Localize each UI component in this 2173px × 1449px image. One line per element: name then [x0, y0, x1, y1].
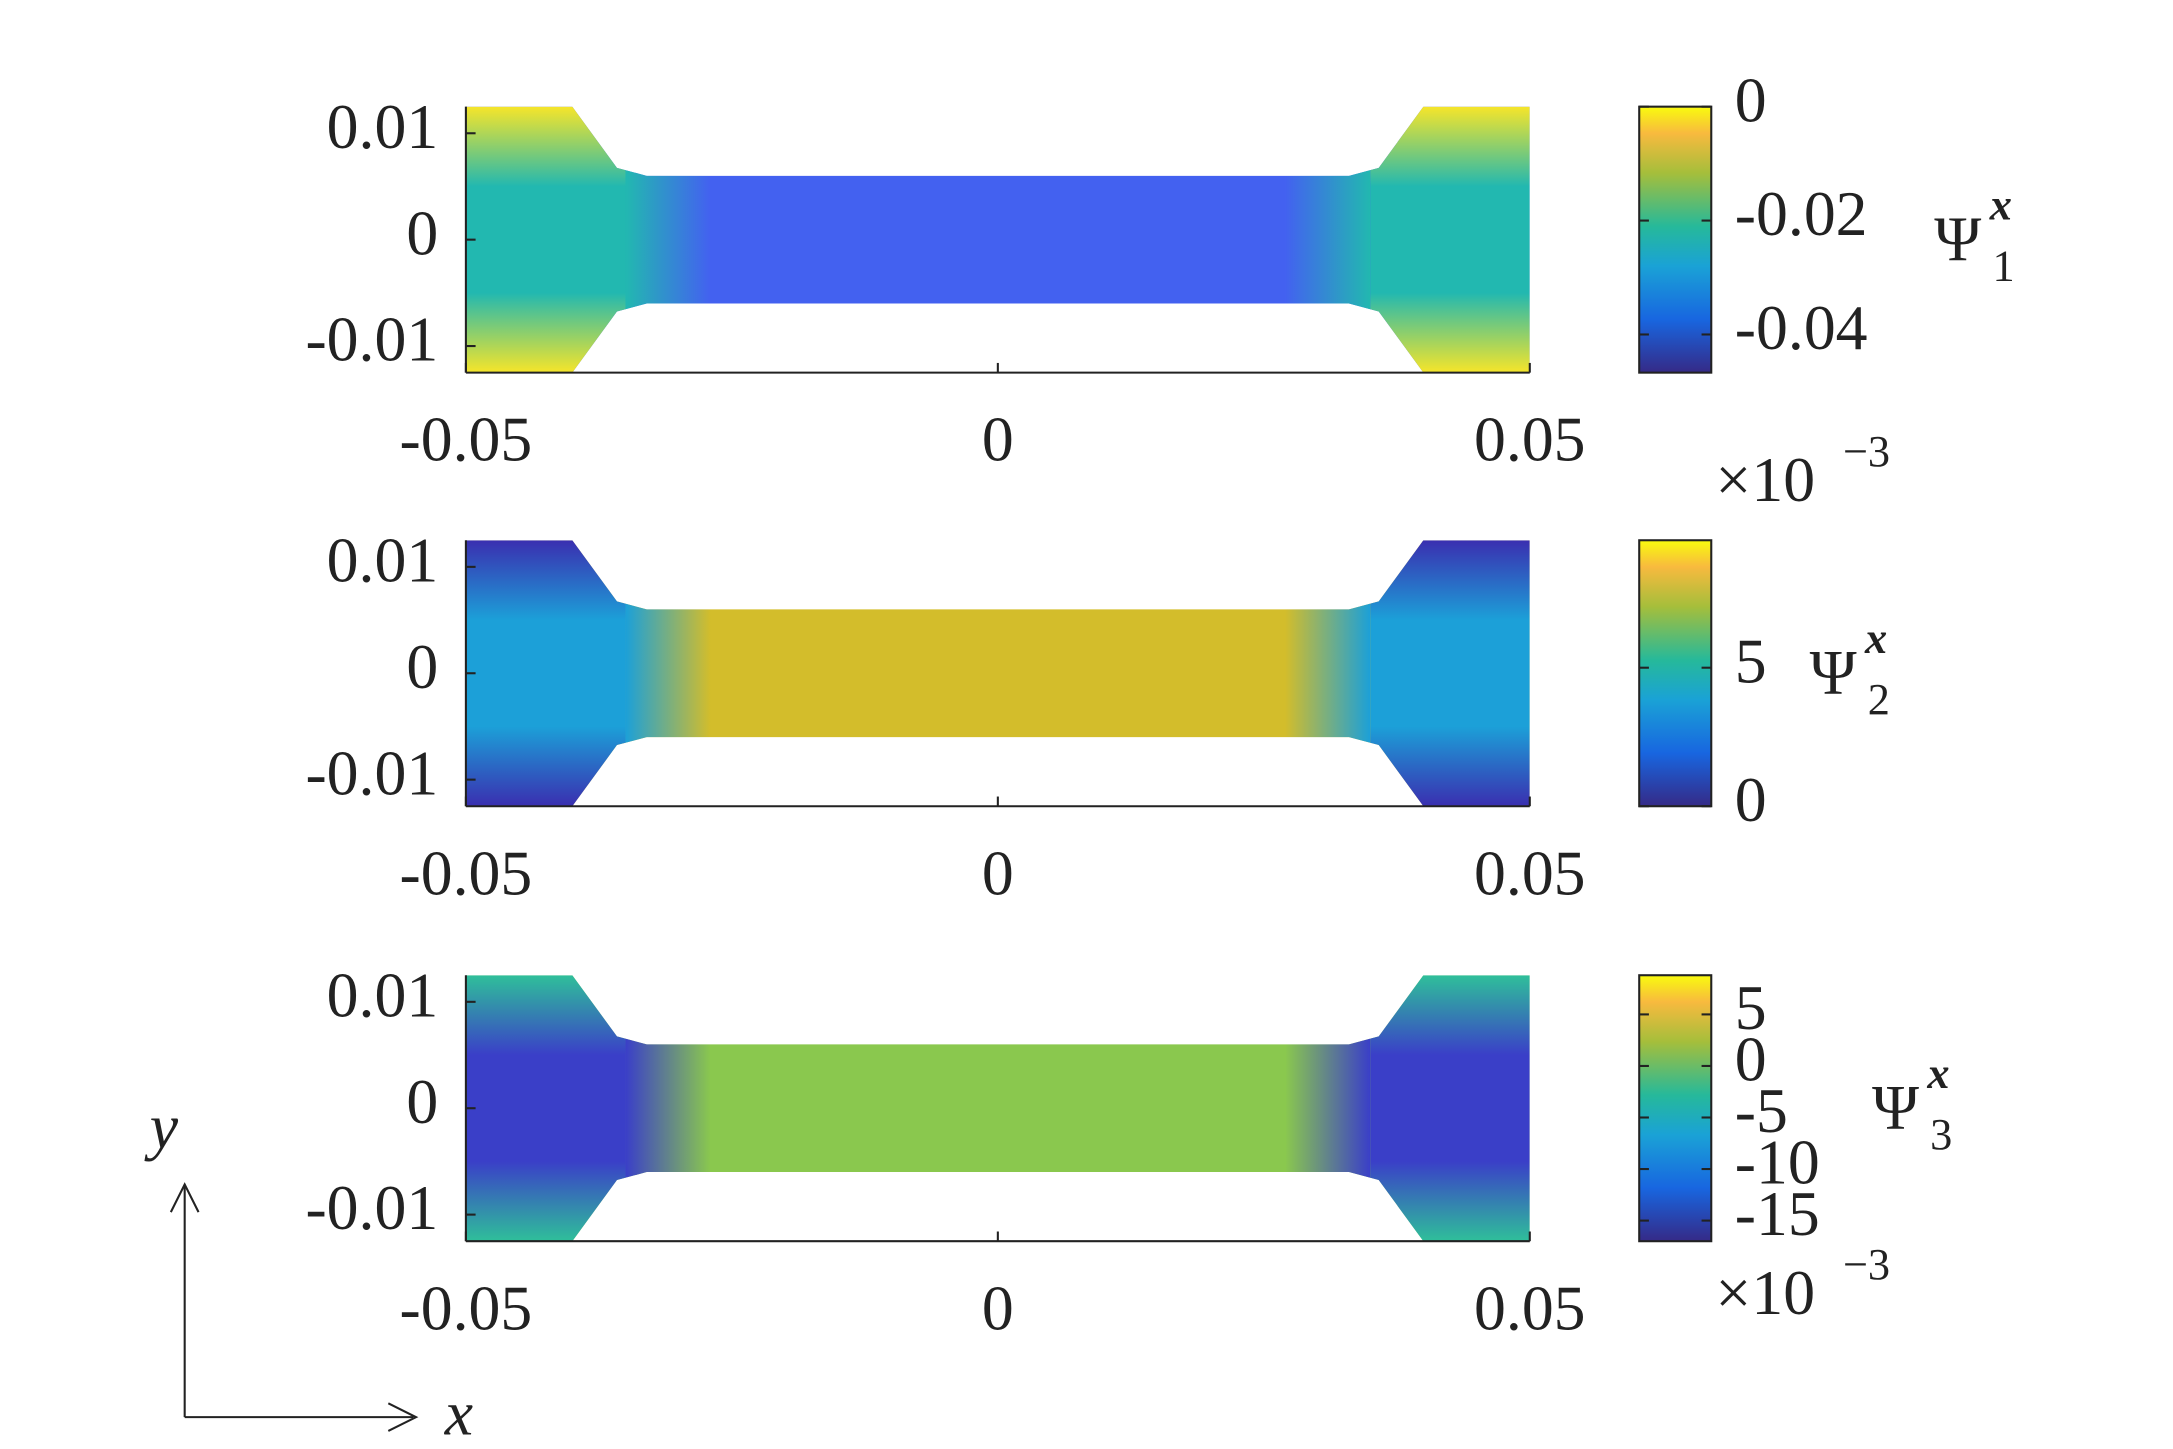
- x-tick-label: -0.05: [400, 1272, 533, 1343]
- colorbar-tick-label: -15: [1735, 1178, 1820, 1249]
- field-surface: [465, 106, 1530, 373]
- x-tick-label: 0: [982, 404, 1014, 475]
- colorbar-multiplier-exponent: −3: [1843, 1240, 1890, 1289]
- field-panel: -0.05 0 0.05 -0.01 0 0.01 0 5 Ψ 2 x ×10 −3: [305, 427, 1890, 908]
- colorbar: [1638, 539, 1713, 808]
- colorbar-multiplier: ×10: [1715, 444, 1815, 515]
- colorbar: [1638, 105, 1713, 374]
- colorbar-tick-label: 0: [1735, 1024, 1767, 1095]
- field-panel: -0.05 0 0.05 -0.01 0 0.01 -0.04 -0.02 0 Ψ 1 x: [305, 64, 2014, 474]
- colorbar-tick-label: -0.04: [1735, 292, 1868, 363]
- colorbar-tick-label: 5: [1735, 625, 1767, 696]
- colorbar-label-symbol: Ψ: [1810, 636, 1857, 707]
- x-tick-label: -0.05: [400, 404, 533, 475]
- y-arrow-label: y: [144, 1091, 179, 1162]
- colorbar-label-subscript: 2: [1868, 675, 1890, 724]
- y-tick-label: 0.01: [327, 91, 439, 162]
- colorbar-label-subscript: 1: [1992, 241, 2014, 290]
- y-tick-label: 0: [406, 197, 438, 268]
- y-tick-label: -0.01: [305, 304, 438, 375]
- colorbar-label-symbol: Ψ: [1872, 1071, 1919, 1142]
- colorbar-multiplier-exponent: −3: [1843, 427, 1890, 476]
- x-arrow-label: x: [444, 1378, 473, 1449]
- x-tick-label: -0.05: [400, 837, 533, 908]
- y-tick-label: 0: [406, 631, 438, 702]
- x-tick-label: 0: [982, 1272, 1014, 1343]
- colorbar-tick-label: 5: [1735, 972, 1767, 1043]
- colorbar-tick-label: -10: [1735, 1127, 1820, 1198]
- colorbar-multiplier: ×10: [1715, 1257, 1815, 1328]
- colorbar-tick-label: 0: [1735, 764, 1767, 835]
- field-surface: [465, 975, 1530, 1242]
- colorbar-label-superscript: x: [1989, 180, 2012, 229]
- y-tick-label: 0.01: [327, 959, 439, 1030]
- colorbar-label-symbol: Ψ: [1934, 203, 1981, 274]
- coordinate-arrows: y x: [144, 1091, 473, 1449]
- colorbar-label-subscript: 3: [1930, 1110, 1952, 1159]
- colorbar-tick-label: -5: [1735, 1075, 1788, 1146]
- y-tick-label: 0: [406, 1066, 438, 1137]
- colorbar-label-superscript: x: [1926, 1049, 1949, 1098]
- x-tick-label: 0.05: [1474, 404, 1586, 475]
- x-tick-label: 0.05: [1474, 1272, 1586, 1343]
- y-tick-label: -0.01: [305, 737, 438, 808]
- colorbar-label-superscript: x: [1864, 614, 1887, 663]
- y-tick-label: 0.01: [327, 524, 439, 595]
- y-tick-label: -0.01: [305, 1172, 438, 1243]
- colorbar-tick-label: -0.02: [1735, 178, 1868, 249]
- field-surface: [465, 540, 1530, 807]
- colorbar-tick-label: 0: [1735, 64, 1767, 135]
- colorbar: [1638, 974, 1713, 1243]
- x-tick-label: 0: [982, 837, 1014, 908]
- x-tick-label: 0.05: [1474, 837, 1586, 908]
